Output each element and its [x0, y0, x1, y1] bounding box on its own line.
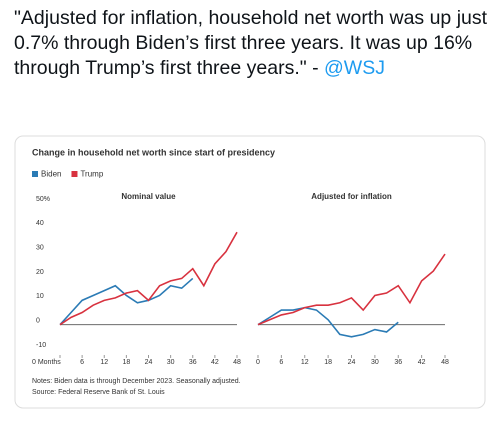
notes: Notes: Biden data is through December 20… — [32, 378, 241, 385]
tweet: "Adjusted for inflation, household net w… — [14, 6, 492, 81]
x-tick-label: 24 — [145, 359, 153, 366]
legend-label: Biden — [41, 170, 61, 179]
x-tick-label: 30 — [167, 359, 175, 366]
x-tick-label: 6 — [279, 359, 283, 366]
series-line — [257, 253, 446, 326]
x-tick-label: 30 — [371, 359, 379, 366]
y-tick-label: 30 — [36, 245, 44, 252]
y-tick-label: 20 — [36, 269, 44, 276]
series-line — [257, 306, 399, 338]
legend-swatch — [71, 171, 78, 177]
x-tick-label: 12 — [100, 359, 108, 366]
x-tick-label: 48 — [233, 359, 241, 366]
legend-label: Trump — [80, 170, 103, 179]
handle[interactable]: @WSJ — [324, 57, 385, 79]
x-tick-label: 0 Months — [32, 359, 61, 366]
x-tick-label: 0 — [256, 359, 260, 366]
figure-title: Change in household net worth since star… — [32, 147, 275, 157]
series-line — [59, 231, 238, 326]
y-tick-label: 50% — [36, 196, 50, 203]
x-tick-label: 36 — [189, 359, 197, 366]
x-tick-label: 24 — [348, 359, 356, 366]
x-tick-label: 42 — [418, 359, 426, 366]
x-tick-label: 18 — [122, 359, 130, 366]
legend-swatch — [32, 171, 38, 177]
x-tick-label: 48 — [441, 359, 449, 366]
y-tick-label: -10 — [36, 342, 46, 349]
x-tick-label: 6 — [80, 359, 84, 366]
y-tick-label: 10 — [36, 293, 44, 300]
x-tick-label: 42 — [211, 359, 219, 366]
x-tick-label: 18 — [324, 359, 332, 366]
panel-title: Adjusted for inflation — [311, 192, 392, 201]
source: Source: Federal Reserve Bank of St. Loui… — [32, 389, 165, 396]
y-tick-label: 40 — [36, 220, 44, 227]
x-tick-label: 12 — [301, 359, 309, 366]
series-line — [59, 277, 194, 326]
chart-card — [14, 135, 486, 409]
tweet-text: "Adjusted for inflation, household net w… — [14, 7, 488, 79]
panel-title: Nominal value — [121, 192, 176, 201]
x-tick-label: 36 — [394, 359, 402, 366]
y-tick-label: 0 — [36, 318, 40, 325]
